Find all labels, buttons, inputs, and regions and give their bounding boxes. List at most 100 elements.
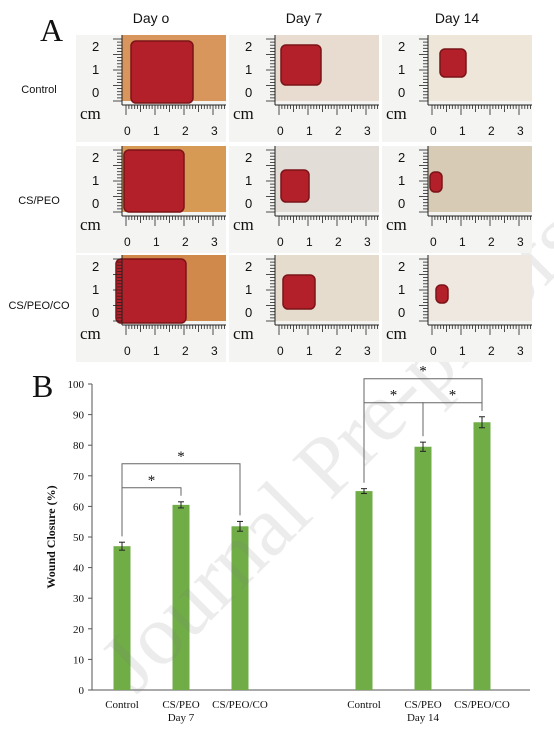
ruler-horizontal-tick-label: 1 [153, 344, 160, 358]
ruler-vertical-tick-label: 2 [245, 259, 252, 274]
ruler-vertical-tick-label: 2 [245, 150, 252, 165]
wound-photo-drawing: 2 1 0 cm 0 1 2 3 [76, 255, 226, 362]
bar [172, 504, 190, 690]
ruler-horizontal-tick-label: 3 [364, 235, 371, 249]
ruler-horizontal-tick-label: 3 [517, 344, 524, 358]
ruler-vertical-tick-label: 0 [245, 305, 252, 320]
y-tick-label: 50 [73, 532, 85, 544]
bar [473, 422, 491, 690]
wound-photo-drawing: 2 1 0 cm 0 1 2 3 [229, 255, 379, 362]
column-header-day14: Day 14 [434, 10, 480, 26]
row-label-cs-peo: CS/PEO [18, 195, 60, 207]
y-tick-label: 100 [68, 379, 85, 391]
ruler-vertical-tick-label: 0 [398, 196, 405, 211]
ruler-vertical-tick-label: 0 [398, 305, 405, 320]
ruler-vertical-tick-label: 1 [398, 282, 405, 297]
wound-photo-drawing: 2 1 0 cm 0 1 2 3 [76, 146, 226, 253]
bar [231, 526, 249, 690]
ruler-horizontal-tick-label: 2 [182, 235, 189, 249]
wound-photo-cs-peo-day7: 2 1 0 cm 0 1 2 3 [229, 146, 379, 253]
ruler-unit-label: cm [386, 104, 407, 123]
ruler-unit-label: cm [233, 104, 254, 123]
ruler-horizontal-tick-label: 0 [430, 344, 437, 358]
y-tick-label: 90 [73, 410, 85, 422]
ruler-unit-label: cm [386, 215, 407, 234]
ruler-vertical-tick-label: 1 [92, 62, 99, 77]
wound-photo-drawing: 2 1 0 cm 0 1 2 3 [382, 35, 532, 142]
wound-photo-cs-peo-co-day0: 2 1 0 cm 0 1 2 3 [76, 255, 226, 362]
ruler-vertical-tick-label: 1 [245, 282, 252, 297]
wound-area [280, 169, 310, 203]
panel-a-letter: A [40, 12, 64, 48]
ruler-horizontal-tick-label: 3 [364, 124, 371, 138]
ruler-horizontal-tick-label: 2 [488, 124, 495, 138]
ruler-vertical-tick-label: 1 [398, 173, 405, 188]
x-category-label: Control [347, 699, 381, 711]
ruler-horizontal-tick-label: 1 [153, 124, 160, 138]
x-category-label: CS/PEO/CO [212, 699, 268, 711]
y-axis-label: Wound Closure (%) [44, 485, 58, 588]
panel-b-letter: B [32, 368, 54, 404]
wound-area [439, 48, 467, 78]
ruler-horizontal-tick-label: 3 [211, 344, 218, 358]
column-header-day0: Day o [132, 10, 170, 26]
ruler-unit-label: cm [80, 324, 101, 343]
significance-bracket [363, 378, 483, 483]
wound-photo-control-day0: 2 1 0 cm 0 1 2 3 [76, 35, 226, 142]
ruler-vertical-tick-label: 1 [398, 62, 405, 77]
ruler-horizontal-tick-label: 1 [459, 235, 466, 249]
x-category-label: CS/PEO/CO [454, 699, 510, 711]
wound-area [435, 284, 449, 304]
ruler-horizontal-tick-label: 0 [277, 235, 284, 249]
ruler-vertical-tick-label: 0 [245, 196, 252, 211]
y-tick-label: 40 [73, 563, 85, 575]
ruler-vertical-tick-label: 0 [398, 85, 405, 100]
ruler-unit-label: cm [386, 324, 407, 343]
y-tick-label: 10 [73, 654, 85, 666]
ruler-horizontal-tick-label: 2 [335, 235, 342, 249]
ruler-horizontal-tick-label: 2 [488, 235, 495, 249]
ruler-horizontal-tick-label: 1 [459, 344, 466, 358]
ruler-unit-label: cm [80, 215, 101, 234]
x-category-label: CS/PEO [162, 699, 199, 711]
ruler-horizontal-tick-label: 2 [182, 124, 189, 138]
wound-photo-drawing: 2 1 0 cm 0 1 2 3 [229, 35, 379, 142]
ruler-horizontal-tick-label: 0 [124, 124, 131, 138]
significance-bracket [121, 463, 241, 537]
x-category-label: CS/PEO [404, 699, 441, 711]
y-tick-label: 20 [73, 624, 85, 636]
wound-area [282, 274, 316, 310]
wound-photo-drawing: 2 1 0 cm 0 1 2 3 [382, 146, 532, 253]
ruler-horizontal-tick-label: 3 [364, 344, 371, 358]
ruler-vertical-tick-label: 0 [92, 196, 99, 211]
ruler-horizontal-tick-label: 0 [430, 124, 437, 138]
ruler-horizontal-tick-label: 0 [124, 344, 131, 358]
ruler-horizontal-tick-label: 3 [517, 124, 524, 138]
wound-area [429, 171, 443, 193]
ruler-vertical-tick-label: 2 [92, 150, 99, 165]
y-tick-label: 30 [73, 593, 85, 605]
ruler-horizontal-tick-label: 3 [211, 235, 218, 249]
bar [414, 446, 432, 690]
ruler-vertical-tick-label: 2 [92, 39, 99, 54]
ruler-horizontal-tick-label: 1 [306, 124, 313, 138]
wound-photo-control-day14: 2 1 0 cm 0 1 2 3 [382, 35, 532, 142]
ruler-horizontal-tick-label: 3 [211, 124, 218, 138]
ruler-vertical-tick-label: 1 [92, 173, 99, 188]
ruler-vertical-tick-label: 2 [92, 259, 99, 274]
x-group-label: Day 7 [168, 712, 195, 724]
row-label-control: Control [21, 84, 57, 96]
wound-area [115, 258, 187, 324]
ruler-horizontal-tick-label: 1 [306, 235, 313, 249]
ruler-horizontal-tick-label: 2 [182, 344, 189, 358]
wound-area [280, 44, 322, 86]
bar [113, 546, 131, 690]
ruler-vertical-tick-label: 2 [245, 39, 252, 54]
ruler-horizontal-tick-label: 0 [277, 124, 284, 138]
significance-star: * [419, 364, 427, 380]
column-header-day7: Day 7 [285, 10, 323, 26]
ruler-vertical-tick-label: 1 [245, 62, 252, 77]
significance-bracket [422, 402, 483, 437]
wound-photo-cs-peo-day14: 2 1 0 cm 0 1 2 3 [382, 146, 532, 253]
